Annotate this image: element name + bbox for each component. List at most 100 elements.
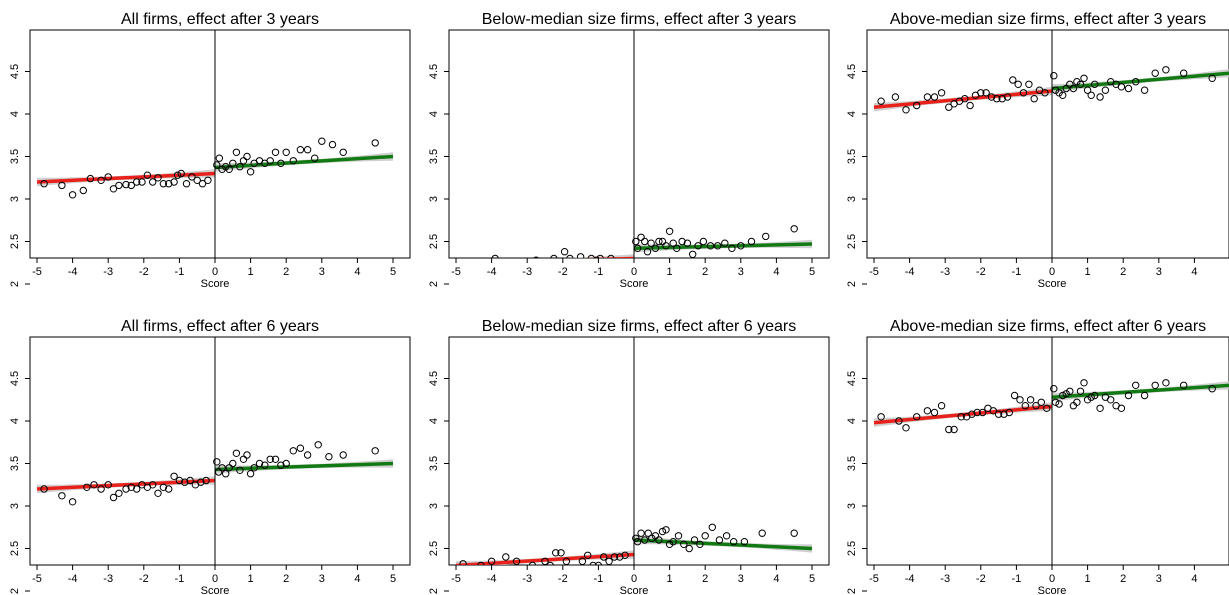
x-tick-label: 1 — [248, 573, 254, 585]
data-point — [1050, 72, 1058, 80]
data-point — [891, 93, 900, 101]
data-point — [318, 137, 326, 145]
data-point — [680, 540, 688, 548]
data-point — [643, 248, 652, 256]
data-point — [1208, 385, 1216, 393]
data-point — [594, 561, 603, 565]
plot-area — [455, 337, 813, 565]
data-point — [730, 538, 738, 546]
fit-line-left — [873, 89, 1053, 109]
data-point — [154, 489, 162, 497]
data-point — [143, 171, 152, 179]
data-point — [58, 492, 66, 500]
data-point — [255, 459, 264, 468]
data-point — [40, 485, 48, 493]
data-point — [1083, 86, 1092, 94]
data-point — [1021, 402, 1030, 410]
data-point — [600, 553, 608, 561]
data-point — [658, 527, 667, 536]
data-point — [1032, 402, 1040, 410]
data-point — [173, 171, 182, 179]
y-tick-label: 4.5 — [846, 64, 858, 79]
panel-2: Below-median size firms, effect after 3 … — [428, 11, 830, 290]
data-point — [961, 95, 969, 103]
data-point — [491, 254, 499, 258]
y-tick-label: 3.5 — [846, 149, 858, 164]
data-point — [1132, 381, 1140, 389]
panel-title: Above-median size firms, effect after 3 … — [890, 11, 1206, 28]
x-axis-label: Score — [1038, 278, 1067, 290]
data-point — [1162, 66, 1170, 74]
data-point — [325, 453, 333, 461]
data-point — [913, 413, 921, 421]
x-tick-label: -2 — [558, 266, 568, 278]
data-point — [533, 256, 540, 258]
data-point — [1087, 393, 1095, 401]
plot-area — [491, 30, 813, 272]
data-point — [83, 483, 91, 491]
plot-frame — [29, 29, 411, 259]
fit-line-right — [214, 461, 394, 472]
x-tick-label: 5 — [390, 573, 396, 585]
data-point — [1096, 93, 1104, 101]
data-point — [994, 410, 1003, 418]
x-tick-label: 5 — [809, 266, 815, 278]
data-point — [655, 536, 663, 544]
data-point — [662, 242, 670, 250]
data-point — [186, 476, 194, 485]
data-point — [1030, 95, 1038, 103]
data-point — [790, 529, 798, 537]
data-point — [289, 447, 297, 455]
y-tick-label: 2 — [846, 588, 858, 594]
x-tick-label: -3 — [522, 573, 532, 585]
data-point — [621, 551, 629, 559]
data-point — [678, 237, 686, 246]
data-point — [740, 538, 749, 546]
panel-title: Above-median size firms, effect after 6 … — [890, 318, 1206, 335]
data-point — [578, 557, 587, 565]
x-tick-label: 0 — [1049, 266, 1055, 278]
data-point — [1124, 84, 1133, 93]
x-tick-label: 1 — [248, 266, 254, 278]
y-tick-label: 4.5 — [9, 64, 21, 79]
panel-6: Above-median size firms, effect after 6 … — [846, 318, 1229, 595]
data-point — [165, 485, 173, 493]
data-point — [637, 529, 645, 537]
data-point — [1025, 80, 1033, 89]
data-point — [1076, 387, 1085, 395]
x-tick-label: 0 — [212, 573, 218, 585]
data-point — [957, 413, 965, 421]
data-point — [1096, 404, 1104, 412]
data-point — [978, 408, 987, 417]
plot-area — [873, 337, 1229, 565]
data-point — [229, 459, 237, 468]
data-point — [632, 237, 640, 246]
data-point — [542, 266, 548, 272]
data-point — [605, 557, 613, 565]
data-point — [243, 152, 251, 161]
x-tick-label: -4 — [487, 573, 497, 585]
data-point — [1101, 86, 1110, 94]
data-point — [104, 481, 112, 489]
data-point — [737, 242, 745, 250]
x-tick-label: 4 — [354, 573, 360, 585]
y-tick-label: 2.5 — [9, 234, 21, 249]
data-point — [68, 191, 77, 199]
data-point — [683, 239, 692, 247]
data-point — [560, 248, 569, 256]
data-point — [1055, 400, 1063, 408]
data-point — [1140, 391, 1149, 400]
y-tick-label: 4 — [846, 111, 858, 117]
data-point — [669, 538, 677, 546]
x-tick-label: 4 — [354, 266, 360, 278]
x-tick-label: 1 — [1085, 266, 1091, 278]
data-point — [613, 260, 619, 266]
fit-line-right — [1051, 71, 1229, 91]
data-point — [159, 180, 168, 188]
x-tick-label: 3 — [319, 266, 325, 278]
data-point — [715, 536, 724, 544]
data-point — [197, 478, 205, 486]
data-point — [487, 557, 496, 565]
data-point — [998, 95, 1006, 103]
x-tick-label: -4 — [68, 573, 78, 585]
